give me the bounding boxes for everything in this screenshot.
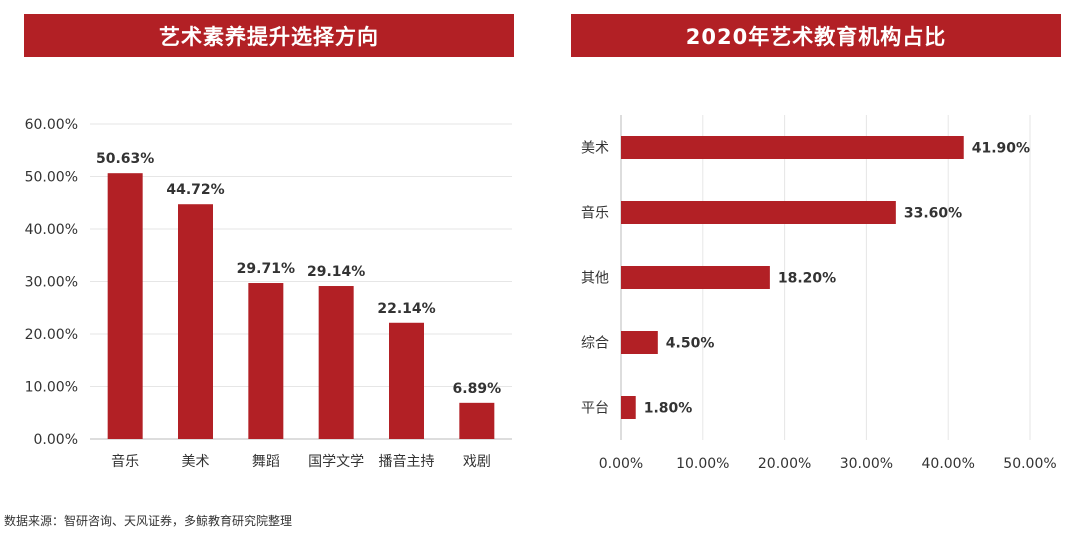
bar-value-label: 22.14% — [377, 301, 435, 317]
bar-value-label: 33.60% — [904, 206, 962, 222]
y-tick-label: 10.00% — [25, 380, 78, 396]
x-category-label: 舞蹈 — [252, 454, 280, 470]
x-category-label: 美术 — [182, 454, 210, 470]
x-category-label: 戏剧 — [463, 454, 491, 470]
bar — [621, 136, 964, 159]
x-category-label: 播音主持 — [379, 453, 435, 470]
y-category-label: 综合 — [581, 336, 609, 352]
y-category-label: 平台 — [581, 401, 609, 417]
x-tick-label: 20.00% — [758, 456, 811, 472]
y-tick-label: 0.00% — [34, 432, 78, 448]
bar-value-label: 44.72% — [166, 182, 224, 198]
y-tick-label: 60.00% — [25, 117, 78, 133]
bar-value-label: 50.63% — [96, 151, 154, 167]
bar-value-label: 29.14% — [307, 264, 365, 280]
bar-value-label: 1.80% — [644, 401, 693, 417]
bar — [621, 396, 636, 419]
x-tick-label: 0.00% — [599, 456, 643, 472]
bar — [621, 331, 658, 354]
bar-value-label: 41.90% — [972, 141, 1030, 157]
bar — [107, 173, 143, 439]
x-tick-label: 30.00% — [840, 456, 893, 472]
bar — [248, 283, 284, 439]
bar-value-label: 18.20% — [778, 271, 836, 287]
horizontal-bar-chart: 0.00% 10.00% 20.00% 30.00% 40.00% 50.00% 41.90… — [581, 115, 1057, 472]
y-tick-label: 30.00% — [25, 275, 78, 291]
y-tick-label: 50.00% — [25, 170, 78, 186]
right-chart-title: 2020年艺术教育机构占比 — [571, 14, 1061, 57]
bar-value-label: 6.89% — [453, 381, 502, 397]
bar-value-label: 4.50% — [666, 336, 715, 352]
bar — [178, 204, 213, 439]
bar-value-label: 29.71% — [237, 261, 295, 277]
x-category-label: 国学文学 — [308, 454, 364, 470]
source-note: 数据来源：智研咨询、天风证券，多鲸教育研究院整理 — [4, 514, 293, 528]
y-tick-label: 20.00% — [25, 327, 78, 343]
x-tick-label: 50.00% — [1003, 456, 1056, 472]
left-chart-title: 艺术素养提升选择方向 — [24, 14, 514, 57]
bar — [389, 322, 424, 439]
vertical-bar-chart: 0.00% 10.00% 20.00% 30.00% 40.00% 50.00% 60.00… — [25, 117, 512, 470]
bar — [621, 201, 896, 224]
y-category-label: 音乐 — [581, 205, 609, 222]
x-tick-label: 40.00% — [922, 456, 975, 472]
y-tick-label: 40.00% — [25, 222, 78, 238]
x-tick-label: 10.00% — [676, 456, 729, 472]
x-category-label: 音乐 — [111, 453, 139, 470]
bar — [459, 402, 495, 439]
bar — [621, 266, 770, 289]
bar — [318, 286, 354, 439]
y-category-label: 其他 — [581, 271, 609, 287]
y-category-label: 美术 — [581, 141, 609, 157]
